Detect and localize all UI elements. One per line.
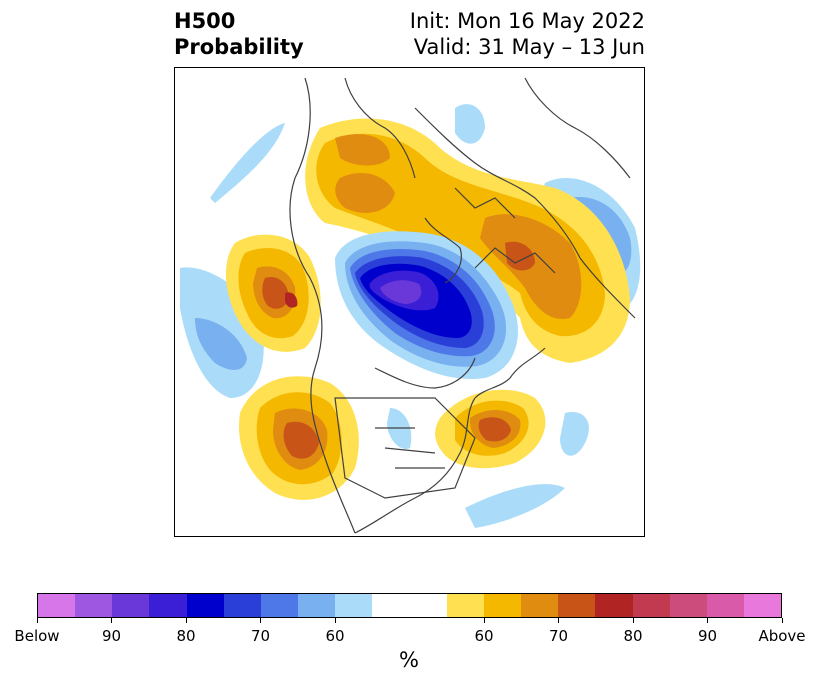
colorbar-tick-label: Above: [758, 627, 806, 645]
colorbar-tick: [111, 618, 112, 623]
colorbar-tick-label: 60: [325, 627, 345, 645]
colorbar-tick-label: 90: [101, 627, 122, 645]
colorbar-tick: [334, 618, 336, 623]
colorbar-tick-label: 70: [250, 627, 271, 645]
colorbar-segment: [335, 594, 373, 617]
colorbar-segment: [632, 594, 670, 617]
colorbar: [37, 593, 782, 618]
colorbar-segment: [38, 594, 76, 617]
colorbar-segment: [743, 594, 782, 617]
colorbar-segment: [446, 594, 484, 617]
colorbar-tick: [36, 618, 38, 623]
colorbar-segment: [558, 594, 596, 617]
coastlines: [289, 77, 636, 534]
colorbar-tick-label: Below: [14, 627, 60, 645]
colorbar-segment: [260, 594, 299, 617]
title-type: Probability: [174, 35, 304, 59]
colorbar-segment: [223, 594, 261, 617]
colorbar-tick: [707, 618, 708, 623]
colorbar-tick: [558, 618, 559, 623]
map-dates: Init: Mon 16 May 2022 Valid: 31 May – 13…: [410, 8, 645, 60]
colorbar-segment: [409, 594, 447, 617]
colorbar-segment: [483, 594, 522, 617]
map-canvas: [180, 77, 641, 534]
colorbar-tick: [483, 618, 485, 623]
colorbar-tick: [185, 618, 187, 623]
colorbar-tick: [260, 618, 261, 623]
colorbar-tick-label: 90: [697, 627, 718, 645]
colorbar-segment: [669, 594, 707, 617]
colorbar-segment: [298, 594, 336, 617]
title-variable: H500: [174, 9, 236, 33]
init-date: Init: Mon 16 May 2022: [409, 9, 645, 33]
colorbar-segment: [595, 594, 633, 617]
colorbar-tick-label: 60: [474, 627, 494, 645]
colorbar-tick-label: 80: [176, 627, 196, 645]
colorbar-tick-label: 70: [548, 627, 569, 645]
colorbar-segment: [706, 594, 744, 617]
colorbar-tick: [632, 618, 634, 623]
colorbar-segment: [149, 594, 187, 617]
map-title: H500 Probability: [174, 8, 304, 60]
probability-map: [174, 67, 645, 537]
valid-range: Valid: 31 May – 13 Jun: [413, 35, 645, 59]
colorbar-segment: [372, 594, 410, 617]
colorbar-segment: [75, 594, 113, 617]
colorbar-segment: [521, 594, 559, 617]
below-core: [335, 231, 518, 379]
colorbar-tick: [781, 618, 783, 623]
colorbar-segment: [112, 594, 150, 617]
colorbar-label: %: [399, 648, 419, 672]
colorbar-segment: [186, 594, 224, 617]
colorbar-tick-label: 80: [623, 627, 643, 645]
